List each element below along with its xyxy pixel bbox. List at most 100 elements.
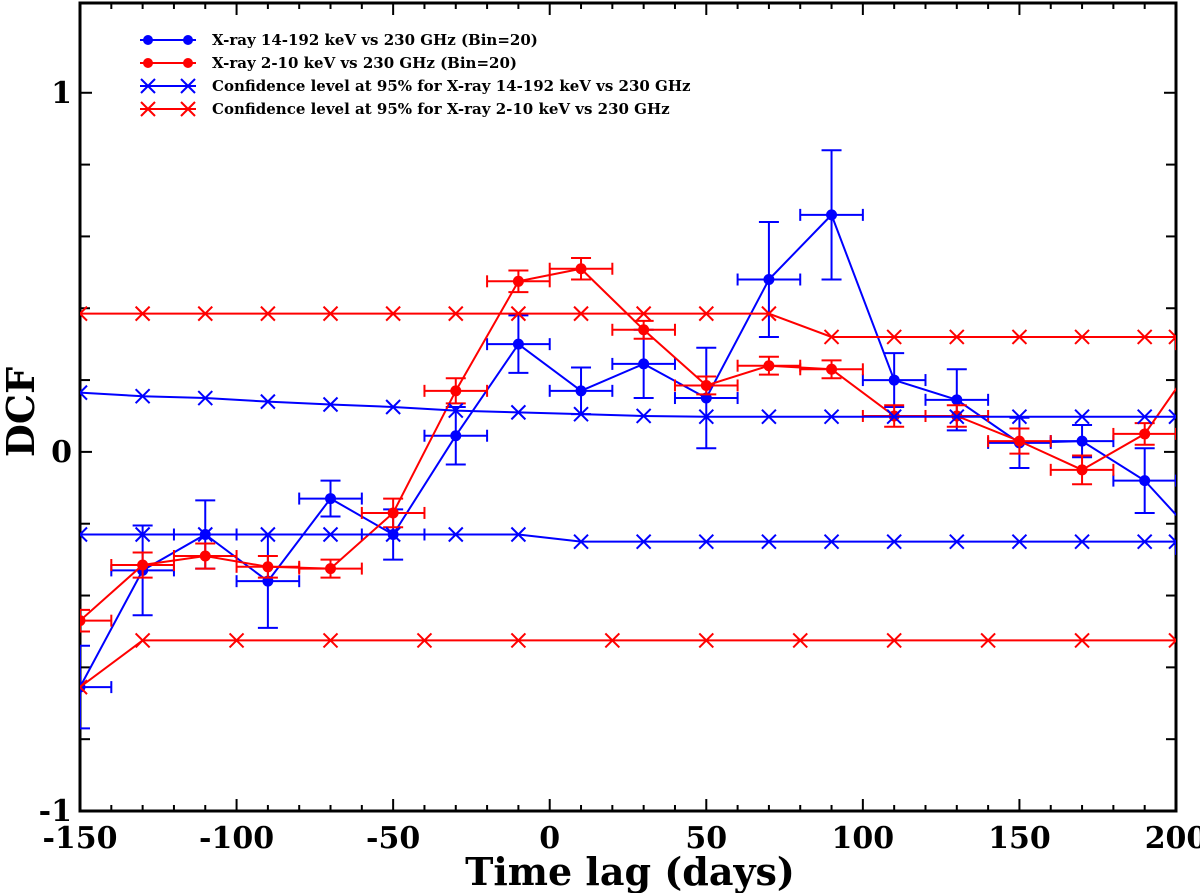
x-marker <box>140 101 156 117</box>
x-marker <box>510 305 527 322</box>
x-marker <box>80 384 88 401</box>
x-marker <box>949 329 965 345</box>
x-marker-stroke <box>322 526 339 543</box>
data-point <box>512 338 524 350</box>
x-marker-stroke <box>322 305 339 322</box>
x-marker <box>322 305 339 322</box>
x-marker <box>448 402 464 419</box>
x-marker <box>761 533 777 550</box>
x-marker-stroke <box>886 632 902 649</box>
x-marker <box>1168 533 1176 550</box>
x-marker <box>1168 329 1176 345</box>
x-marker <box>698 408 714 425</box>
data-point <box>575 263 587 275</box>
axis-ticks <box>79 3 1177 812</box>
x-marker <box>573 533 589 550</box>
plot-frame <box>78 1 1178 813</box>
x-marker-stroke <box>980 632 996 649</box>
x-marker <box>134 526 151 543</box>
x-marker-stroke <box>1168 540 1176 550</box>
data-point <box>199 550 211 562</box>
x-marker <box>80 526 88 543</box>
x-marker-stroke <box>1168 632 1176 642</box>
x-marker-stroke <box>1168 533 1176 544</box>
x-marker-stroke <box>260 305 276 322</box>
x-marker <box>1168 632 1176 649</box>
x-marker-stroke <box>140 78 156 94</box>
x-marker-stroke <box>134 305 151 322</box>
x-marker <box>886 408 902 425</box>
x-marker-stroke <box>1011 533 1028 550</box>
series-layer <box>80 149 1176 730</box>
x-marker-stroke <box>635 408 652 424</box>
data-point <box>700 379 712 391</box>
x-marker <box>197 390 213 406</box>
x-marker-stroke <box>1011 408 1028 425</box>
x-marker-stroke <box>604 632 621 649</box>
x-marker <box>823 533 840 550</box>
x-marker-stroke <box>949 408 965 425</box>
x-marker-stroke <box>823 408 840 425</box>
x-marker-stroke <box>1168 415 1176 425</box>
x-marker-stroke <box>949 533 965 550</box>
x-marker-stroke <box>385 399 401 415</box>
x-marker-stroke <box>1136 329 1153 345</box>
x-marker <box>448 526 464 543</box>
x-marker <box>980 632 996 649</box>
x-marker <box>698 632 714 649</box>
x-marker-stroke <box>416 632 433 649</box>
x-marker-stroke <box>385 305 401 322</box>
x-marker <box>322 396 339 413</box>
legend-label: X-ray 14-192 keV vs 230 GHz (Bin=20) <box>212 31 538 49</box>
x-marker-stroke <box>698 305 714 322</box>
legend: X-ray 14-192 keV vs 230 GHz (Bin=20) X-ra… <box>140 31 691 118</box>
x-marker-stroke <box>1074 632 1090 649</box>
x-marker <box>698 533 714 550</box>
data-point <box>262 561 274 573</box>
x-marker <box>573 305 589 322</box>
x-marker <box>761 408 777 425</box>
x-marker <box>886 533 902 550</box>
x-marker <box>322 526 339 543</box>
x-marker-stroke <box>698 632 714 649</box>
series-line <box>80 533 1176 543</box>
series-line <box>80 391 1176 418</box>
x-marker <box>1168 408 1176 425</box>
series-5 <box>80 632 1176 695</box>
tick-labels: -150 -100 -50 0 50 100 150 200 -1 0 1 <box>39 76 1200 856</box>
x-tick-label: 200 <box>1145 821 1200 856</box>
legend-label: X-ray 2-10 keV vs 230 GHz (Bin=20) <box>212 54 517 72</box>
x-marker-stroke <box>322 632 339 649</box>
x-marker-stroke <box>1168 639 1176 649</box>
x-marker <box>886 329 902 345</box>
x-marker-stroke <box>197 305 213 322</box>
x-marker-stroke <box>80 312 88 322</box>
legend-entry: X-ray 2-10 keV vs 230 GHz (Bin=20) <box>140 54 517 72</box>
x-tick-label: -50 <box>366 821 420 856</box>
data-point <box>951 394 963 406</box>
legend-marker <box>143 58 153 68</box>
x-marker-stroke <box>80 384 88 395</box>
x-marker-stroke <box>80 526 88 536</box>
legend-marker <box>143 35 153 45</box>
data-point <box>826 209 838 221</box>
x-marker <box>823 408 840 425</box>
x-marker <box>197 305 213 322</box>
data-point <box>763 360 775 372</box>
x-marker <box>180 101 196 117</box>
x-marker-stroke <box>698 533 714 550</box>
x-marker-stroke <box>1168 329 1176 339</box>
x-marker-stroke <box>510 526 527 543</box>
x-marker-stroke <box>134 388 151 404</box>
data-point <box>450 385 462 397</box>
x-tick-label: -150 <box>42 821 117 856</box>
x-tick-label: 100 <box>832 821 895 856</box>
x-marker-stroke <box>886 408 902 425</box>
data-point <box>325 563 337 575</box>
x-marker-stroke <box>260 393 276 410</box>
x-marker-stroke <box>698 408 714 425</box>
data-point <box>325 493 337 505</box>
data-point <box>888 374 900 386</box>
x-marker <box>260 526 276 543</box>
series-2 <box>80 384 1176 425</box>
